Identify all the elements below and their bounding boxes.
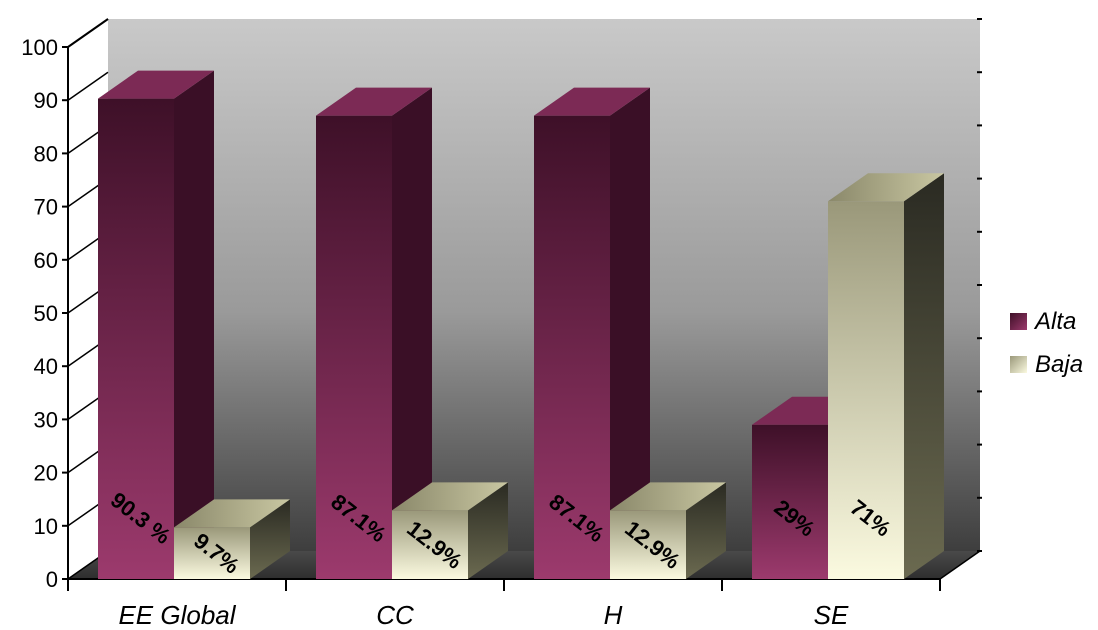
floor-right-edge	[939, 550, 981, 580]
y-tick-label: 20	[34, 461, 58, 486]
bar-side	[392, 87, 432, 580]
y-tick-label: 100	[21, 35, 58, 60]
y-tick-label: 30	[34, 407, 58, 432]
bar-top	[174, 499, 290, 528]
y-tick-label: 10	[34, 514, 58, 539]
bar-front	[752, 424, 828, 579]
legend-label-alta: Alta	[1033, 308, 1076, 335]
bars	[98, 70, 944, 580]
bar-side	[174, 70, 214, 579]
bar-baja-0	[174, 499, 290, 579]
bar-top	[98, 70, 214, 99]
bar-top	[392, 482, 508, 511]
bar-alta-1	[316, 87, 432, 580]
y-tick-label: 80	[34, 141, 58, 166]
bar-baja-3	[828, 173, 944, 579]
bar-front	[174, 527, 250, 579]
legend-swatch-baja	[1010, 356, 1027, 373]
y-tick-label: 40	[34, 354, 58, 379]
y-tick-label: 50	[34, 301, 58, 326]
y-tick-label: 90	[34, 88, 58, 113]
bar-front	[392, 510, 468, 579]
bar-side	[250, 499, 290, 579]
bar-front	[610, 510, 686, 579]
y-depth-line	[67, 18, 109, 48]
legend: Alta Baja	[1010, 308, 1083, 378]
bar-side	[610, 87, 650, 580]
bar-top	[610, 482, 726, 511]
bar-baja-1	[392, 482, 508, 579]
bar-top	[828, 173, 944, 202]
x-category-label: H	[604, 600, 623, 630]
y-tick-label: 0	[46, 567, 58, 592]
legend-label-baja: Baja	[1035, 351, 1083, 378]
y-depth-line	[67, 71, 109, 101]
bar-front	[534, 115, 610, 580]
bar-front	[828, 201, 904, 579]
bar-front	[98, 98, 174, 579]
bar-top	[316, 87, 432, 116]
bar-side	[686, 482, 726, 579]
x-category-label: SE	[814, 600, 849, 630]
x-category-label: CC	[376, 600, 414, 630]
bar-alta-0	[98, 70, 214, 579]
bar-side	[904, 173, 944, 579]
bar-front	[316, 115, 392, 580]
bar-alta-2	[534, 87, 650, 580]
bar-side	[468, 482, 508, 579]
y-tick-label: 60	[34, 248, 58, 273]
y-tick-label: 70	[34, 195, 58, 220]
bar-baja-2	[610, 482, 726, 579]
bar-top	[534, 87, 650, 116]
legend-swatch-alta	[1010, 313, 1027, 330]
x-category-label: EE Global	[118, 600, 236, 630]
x-axis: EE Global CC H SE	[67, 579, 941, 630]
